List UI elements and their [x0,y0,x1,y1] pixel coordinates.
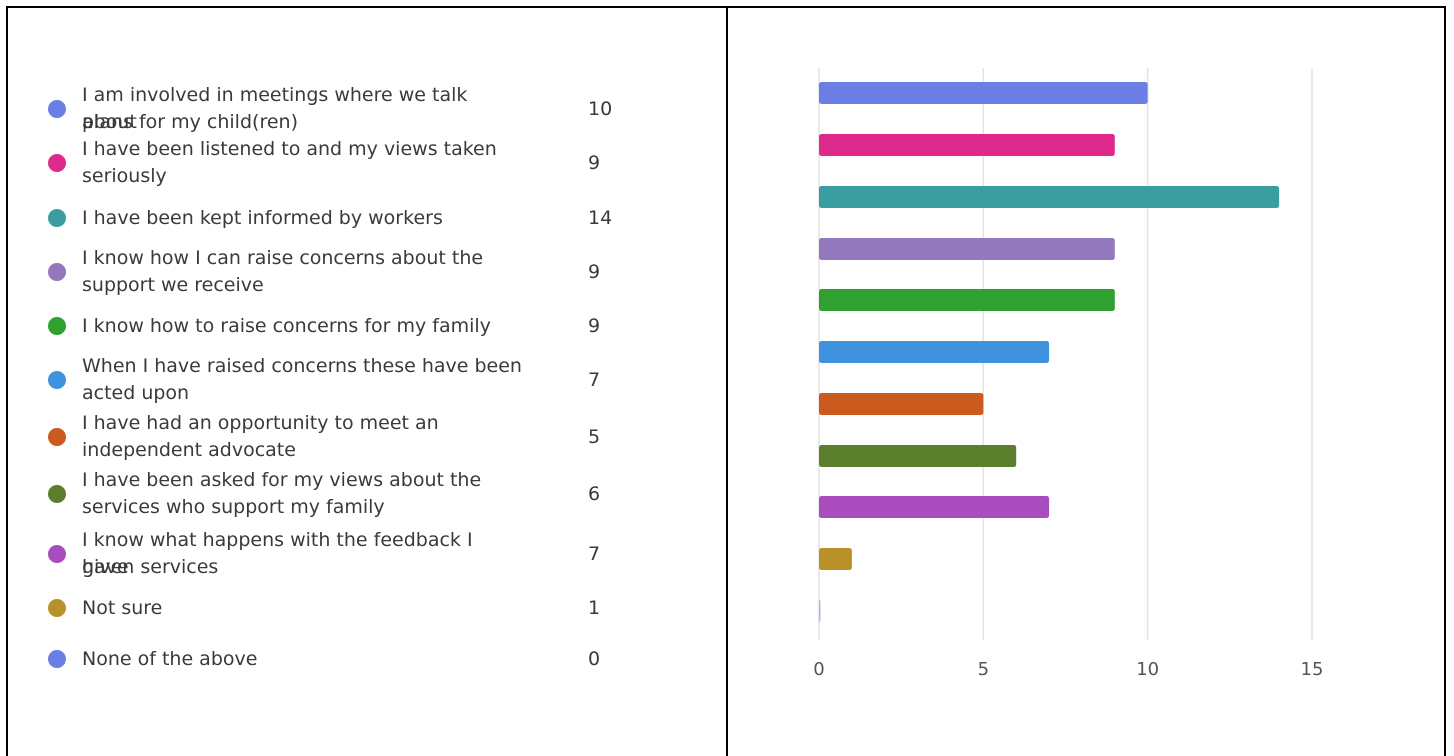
legend-label: I am involved in meetings where we talk … [82,84,468,133]
x-tick-label: 0 [813,659,824,680]
legend-label: I have had an opportunity to meet an [82,412,439,434]
legend-label: None of the above [82,647,258,670]
bar [819,82,1148,104]
bar [819,341,1050,363]
legend-label: plans for my child(ren) [82,111,298,133]
bar [819,134,1115,156]
legend-label: I have been asked for my views about the [82,469,482,491]
legend-value: 9 [588,151,601,174]
bar [819,600,821,622]
legend-marker [48,154,66,172]
legend-label: I have been listened to and my views tak… [82,138,497,160]
legend-label: independent advocate [82,439,296,461]
legend-value: 9 [588,314,601,337]
legend-value: 1 [588,596,601,619]
legend-marker [48,209,66,227]
legend-value: 7 [588,368,601,391]
legend-label: I have been kept informed by workers [82,206,443,229]
x-tick-label: 15 [1301,659,1324,680]
legend-value: 14 [588,206,613,229]
legend-marker [48,650,66,668]
legend-value: 10 [588,97,613,120]
legend-label: I know how to raise concerns for my fami… [82,314,491,337]
legend-label: seriously [82,165,167,187]
legend-label: I know what happens with the feedback I … [82,529,473,578]
bar [819,289,1115,311]
legend-label: I know how I can raise concerns about th… [82,247,484,269]
legend-value: 5 [588,425,601,448]
bar [819,548,852,570]
bar [819,238,1115,260]
bar [819,445,1017,467]
x-tick-label: 5 [978,659,989,680]
legend-label: support we receive [82,274,264,296]
bar [819,186,1280,208]
legend-marker [48,100,66,118]
bar [819,496,1050,518]
legend-value: 0 [588,647,601,670]
legend-label: given services [82,556,219,578]
bars [819,82,1280,622]
x-tick-label: 10 [1136,659,1159,680]
legend-value: 9 [588,260,601,283]
legend-label: When I have raised concerns these have b… [82,355,522,377]
legend-marker [48,545,66,563]
legend-marker [48,371,66,389]
bar [819,393,984,415]
legend-value: 7 [588,542,601,565]
legend-label: acted upon [82,382,190,404]
legend-label: services who support my family [82,496,385,518]
legend-value: 6 [588,482,601,505]
legend-marker [48,428,66,446]
x-axis-ticks: 0 5 10 15 [813,659,1323,680]
legend-marker [48,317,66,335]
panel-divider [726,6,728,756]
legend-marker [48,485,66,503]
legend-marker [48,263,66,281]
legend-label: Not sure [82,596,163,619]
legend-marker [48,599,66,617]
